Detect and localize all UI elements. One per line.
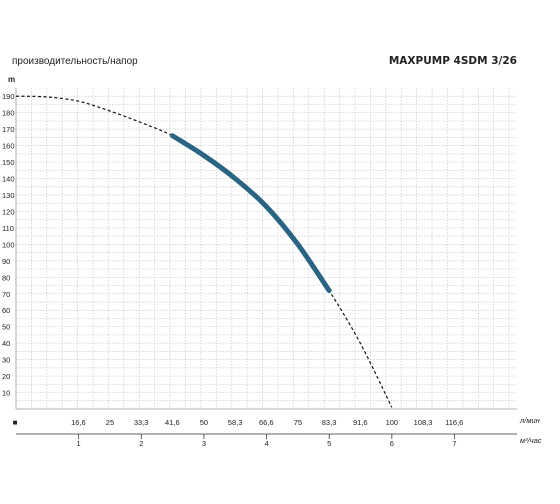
x-tick-label-lmin: 116,6: [445, 418, 463, 427]
y-tick-label: 140: [2, 175, 15, 184]
y-tick-labels: 10 20 30 40 50 60 70 80 90 100 110 120 130 140 150 160 1…: [2, 92, 15, 397]
y-tick-label: 150: [2, 158, 15, 167]
x-axis-label-lmin: л/мин: [519, 416, 540, 425]
x-tick-label-lmin: 16,6: [71, 418, 86, 427]
x-tick-labels-lmin: 16,6 25 33,3 41,6 50 58,3 66,6 75 83,3 91,6 100 108…: [71, 418, 463, 427]
x-tick-label-m3h: 7: [452, 439, 456, 448]
y-tick-label: 30: [2, 356, 10, 365]
x-axis-label-m3h: м³/час: [520, 436, 542, 445]
x-tick-label-lmin: 75: [294, 418, 302, 427]
x-tick-label-m3h: 5: [327, 439, 331, 448]
x-tick-label-m3h: 6: [390, 439, 394, 448]
y-tick-label: 130: [2, 191, 15, 200]
y-axis-label: m: [8, 75, 15, 84]
y-tick-label: 110: [2, 224, 14, 233]
pump-curve-full-range: [15, 95, 393, 408]
pump-curve-working-range: [169, 133, 332, 293]
x-tick-label-lmin: 41,6: [165, 418, 180, 427]
x-tick-label-lmin: 108,3: [414, 418, 433, 427]
x-tick-label-m3h: 3: [202, 439, 206, 448]
y-tick-label: 50: [2, 323, 10, 332]
y-tick-label: 90: [2, 257, 10, 266]
y-tick-label: 10: [2, 389, 10, 398]
grid: [16, 88, 517, 409]
chart-title: MAXPUMP 4SDM 3/26: [389, 55, 517, 67]
y-tick-label: 160: [2, 142, 15, 151]
x-tick-label-lmin: 83,3: [322, 418, 337, 427]
x-tick-label-m3h: 4: [264, 439, 268, 448]
y-tick-label: 120: [2, 207, 15, 216]
x-tick-label-lmin: 33,3: [134, 418, 149, 427]
y-tick-label: 170: [2, 125, 15, 134]
x-tick-label-lmin: 58,3: [228, 418, 243, 427]
y-tick-label: 80: [2, 273, 10, 282]
series: [15, 95, 393, 408]
y-tick-label: 180: [2, 109, 15, 118]
x-tick-label-lmin: 66,6: [259, 418, 274, 427]
y-tick-label: 40: [2, 339, 10, 348]
y-tick-label: 60: [2, 306, 10, 315]
x-tick-label-lmin: 25: [106, 418, 114, 427]
y-tick-label: 70: [2, 290, 10, 299]
y-tick-label: 20: [2, 372, 10, 381]
x-tick-label-lmin: 91,6: [353, 418, 368, 427]
x-tick-label-lmin: 100: [386, 418, 399, 427]
x-tick-label-lmin: 50: [200, 418, 208, 427]
corner-marker: ■: [13, 418, 18, 427]
y-tick-label: 190: [2, 92, 15, 101]
x-tick-label-m3h: 1: [77, 439, 81, 448]
y-tick-label: 100: [2, 240, 15, 249]
x-tick-labels-m3h: 1 2 3 4 5 6 7: [77, 434, 457, 448]
x-tick-label-m3h: 2: [139, 439, 143, 448]
chart-subtitle: производительность/напор: [12, 56, 138, 67]
